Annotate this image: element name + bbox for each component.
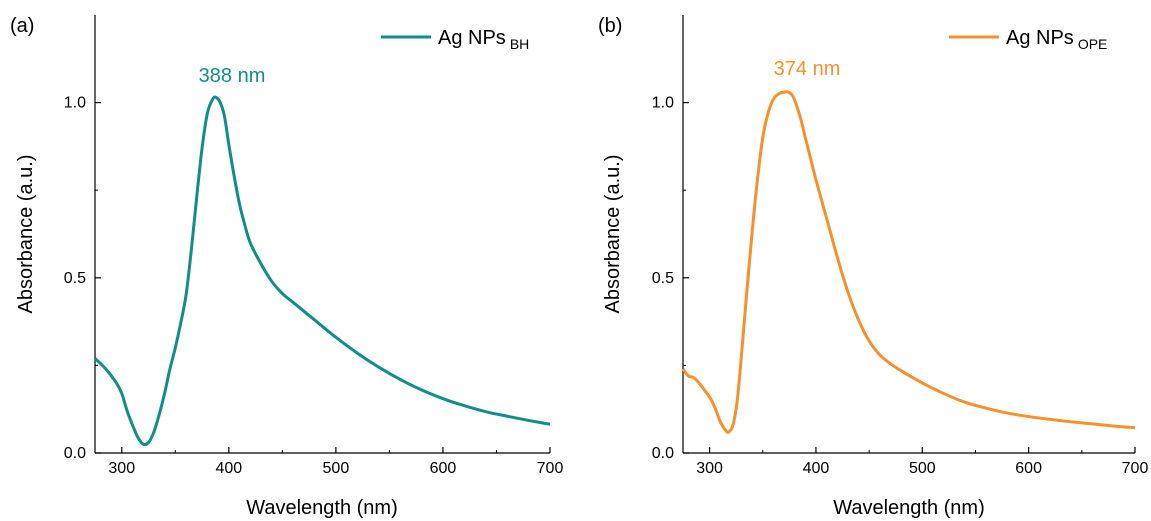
y-tick-label-b-1: 0.5 [652,270,674,287]
x-tick-label-a-500: 500 [323,460,350,477]
x-tick-label-a-400: 400 [215,460,242,477]
x-tick-label-b-700: 700 [1122,460,1149,477]
y-tick-label-a-2: 1.0 [64,95,86,112]
x-axis-label-a: Wavelength (nm) [246,497,398,519]
peak-annotation-b: 374 nm [774,58,841,80]
chart-panel-b: (b) Absorbance (a.u.) Wavelength (nm) 37… [598,15,1148,519]
legend-name-a: Ag NPs [438,27,506,49]
x-tick-label-b-300: 300 [696,460,723,477]
y-tick-label-b-2: 1.0 [652,95,674,112]
legend-name-b: Ag NPs [1006,27,1074,49]
x-tick-label-a-700: 700 [537,460,564,477]
legend-label-b: Ag NPs OPE [1006,27,1107,52]
peak-annotation-a: 388 nm [199,65,266,87]
x-axis-label-b: Wavelength (nm) [833,497,985,519]
x-tick-label-a-600: 600 [430,460,457,477]
y-axis-label-b: Absorbance (a.u.) [602,155,624,314]
chart-panel-a: (a) Absorbance (a.u.) Wavelength (nm) 38… [10,15,563,519]
legend-label-a: Ag NPs BH [438,27,529,52]
x-tick-label-a-300: 300 [108,460,135,477]
y-tick-label-b-0: 0.0 [652,445,674,462]
panel-label-a: (a) [10,15,34,37]
y-tick-label-a-1: 0.5 [64,270,86,287]
x-tick-label-b-500: 500 [909,460,936,477]
legend-subscript-b: OPE [1078,36,1108,52]
panel-label-b: (b) [598,15,622,37]
legend-subscript-a: BH [510,36,529,52]
y-tick-label-a-0: 0.0 [64,445,86,462]
y-axis-label-a: Absorbance (a.u.) [15,155,37,314]
series-line-b-0 [681,90,1136,434]
x-tick-label-b-400: 400 [803,460,830,477]
x-tick-label-b-600: 600 [1015,460,1042,477]
series-line-a-0 [93,95,551,447]
